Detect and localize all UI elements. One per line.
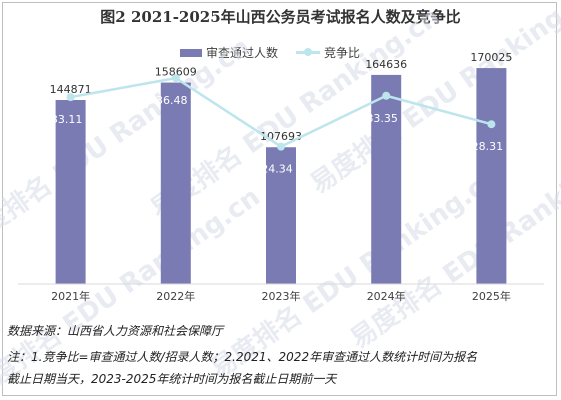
x-tick-label: 2021年 (51, 289, 90, 303)
note-line-2: 截止日期当天，2023-2025年统计时间为报名截止日期前一天 (7, 372, 337, 386)
x-tick-label: 2024年 (367, 289, 406, 303)
legend-bar-label: 审查通过人数 (206, 46, 279, 60)
data-source: 数据来源：山西省人力资源和社会保障厅 (7, 324, 224, 338)
chart-legend: 审查通过人数 竞争比 (0, 44, 561, 60)
ratio-point-2 (171, 74, 180, 83)
ratio-point-1 (66, 93, 75, 102)
legend-line-swatch (296, 48, 320, 56)
ratio-value-label: 33.35 (366, 112, 398, 125)
ratio-value-label: 33.11 (51, 113, 83, 126)
legend-line-label: 竞争比 (324, 46, 361, 60)
legend-bar-swatch (180, 48, 202, 57)
bar-3 (266, 147, 296, 284)
legend-item-bar: 审查通过人数 (180, 44, 278, 61)
bar-value-label: 144871 (50, 83, 92, 96)
bar-4 (371, 74, 402, 284)
ratio-point-4 (382, 91, 391, 100)
bar-5 (476, 68, 507, 284)
bar-2 (160, 82, 191, 285)
ratio-value-label: 24.34 (261, 163, 293, 176)
bar-1 (55, 100, 86, 285)
chart-note: 注：1.竞争比=审查通过人数/招录人数；2.2021、2022年审查通过人数统计… (7, 346, 552, 390)
x-tick-label: 2025年 (472, 289, 511, 303)
ratio-point-5 (487, 120, 496, 129)
ratio-value-label: 28.31 (472, 140, 504, 153)
x-tick-label: 2023年 (262, 289, 301, 303)
x-tick-label: 2022年 (156, 289, 195, 303)
bar-value-label: 170025 (470, 51, 512, 64)
bar-value-label: 164636 (365, 58, 407, 71)
legend-item-line: 竞争比 (296, 44, 360, 61)
ratio-point-3 (277, 142, 285, 151)
chart-title: 图2 2021-2025年山西公务员考试报名人数及竞争比 (100, 8, 461, 26)
ratio-value-label: 36.48 (156, 94, 188, 107)
note-line-1: 注：1.竞争比=审查通过人数/招录人数；2.2021、2022年审查通过人数统计… (7, 350, 478, 364)
bar-value-label: 158609 (155, 66, 197, 79)
